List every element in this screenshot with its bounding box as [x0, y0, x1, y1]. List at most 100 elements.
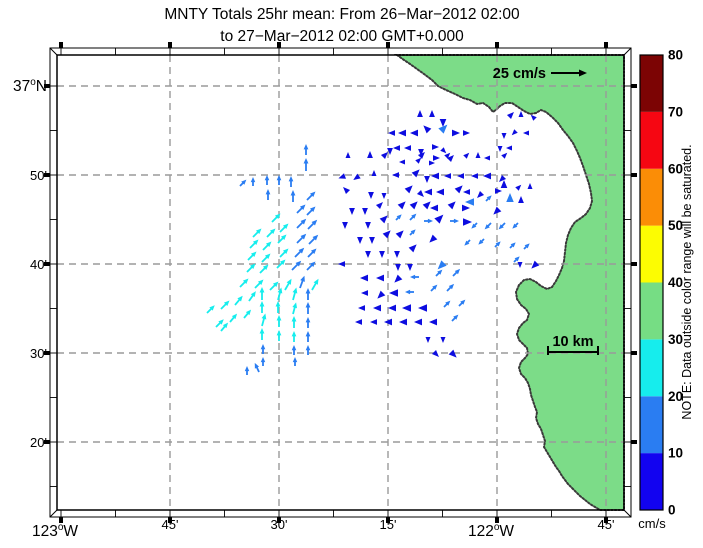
vector-head — [517, 262, 523, 268]
vector-head — [418, 304, 427, 312]
current-vector — [515, 184, 522, 191]
current-vector — [417, 110, 423, 117]
vector-head — [409, 201, 418, 210]
current-vector — [376, 274, 384, 282]
vector-head — [244, 366, 250, 372]
current-vector — [338, 261, 345, 267]
vector-head — [454, 185, 463, 194]
vector-head — [360, 274, 368, 282]
vector-head — [431, 172, 439, 180]
vector-head — [453, 314, 459, 320]
vector-head — [343, 187, 351, 195]
vector-head — [410, 129, 418, 137]
vector-head — [408, 244, 417, 253]
frame-corner — [623, 509, 632, 518]
current-vector — [296, 233, 307, 244]
vector-head — [345, 152, 351, 158]
axis-tick-mark — [495, 517, 499, 523]
current-vector — [429, 234, 438, 243]
vector-head — [311, 219, 318, 226]
vector-head — [382, 230, 391, 239]
vector-head — [399, 318, 407, 326]
current-vector — [498, 222, 506, 230]
vector-head — [313, 278, 319, 285]
colorbar-segment — [640, 168, 663, 226]
vector-head — [369, 237, 375, 244]
current-vector — [405, 289, 414, 295]
current-vector — [220, 322, 229, 332]
current-vector — [497, 146, 503, 152]
vector-head — [379, 215, 388, 224]
axis-tick-mark — [631, 84, 637, 88]
current-vector — [399, 159, 405, 165]
vector-head — [495, 241, 501, 247]
current-vector — [465, 198, 474, 206]
current-vector — [451, 314, 459, 322]
vector-head — [431, 349, 439, 357]
vector-head — [305, 302, 311, 308]
colorbar-tick-label: 40 — [668, 275, 683, 290]
vector-head — [275, 301, 281, 307]
vector-head — [237, 295, 243, 302]
vector-head — [260, 357, 266, 363]
vector-head — [380, 152, 388, 160]
vector-shaft — [259, 267, 266, 274]
current-vector — [424, 176, 430, 183]
current-vector — [264, 175, 270, 185]
plot-title-line1: MNTY Totals 25hr mean: From 26−Mar−2012 … — [164, 6, 520, 23]
colorbar-border — [639, 54, 664, 511]
vector-head — [292, 357, 298, 363]
axis-tick-mark — [631, 440, 637, 444]
current-vector — [305, 317, 311, 328]
vector-head — [292, 287, 298, 294]
vector-head — [257, 279, 264, 286]
current-vector — [379, 215, 388, 224]
current-vector — [338, 173, 346, 179]
vector-head — [392, 172, 399, 178]
current-vector — [395, 230, 404, 239]
current-vector — [292, 357, 298, 366]
current-vector — [266, 228, 276, 238]
vector-shaft — [247, 254, 254, 261]
vector-head — [429, 110, 435, 117]
current-vector — [458, 299, 466, 307]
current-vector — [360, 274, 368, 282]
current-vector — [512, 222, 519, 229]
current-vector — [500, 180, 508, 188]
vector-head — [523, 130, 529, 136]
vector-head — [291, 345, 297, 351]
vector-head — [299, 204, 306, 211]
current-vector — [443, 300, 451, 308]
current-vector — [361, 290, 368, 296]
current-vector — [408, 244, 417, 253]
vector-head — [349, 208, 355, 215]
current-vector — [517, 262, 523, 268]
current-vector — [249, 239, 259, 249]
vector-shaft — [243, 312, 249, 319]
current-vector — [418, 304, 427, 312]
vector-head — [252, 239, 259, 246]
current-vector — [485, 195, 492, 202]
current-vector — [409, 229, 416, 236]
vector-head — [277, 287, 283, 294]
vector-head — [395, 230, 404, 239]
current-vector — [292, 302, 298, 315]
current-vector — [501, 133, 507, 139]
vector-head — [432, 144, 439, 150]
vector-head — [452, 129, 460, 137]
axis-tick-mark — [631, 351, 637, 355]
vector-head — [429, 318, 437, 326]
vector-shaft — [252, 231, 259, 238]
axis-tick-mark — [277, 42, 281, 48]
current-vector — [393, 145, 400, 151]
current-vector — [509, 242, 516, 249]
colorbar-tick-label: 80 — [668, 48, 683, 63]
vector-head — [305, 345, 311, 351]
vector-head — [375, 202, 383, 210]
current-vector — [444, 152, 451, 159]
current-vector — [493, 206, 502, 215]
vector-shaft — [296, 236, 304, 244]
current-vector — [439, 119, 447, 127]
vector-shaft — [249, 242, 256, 249]
